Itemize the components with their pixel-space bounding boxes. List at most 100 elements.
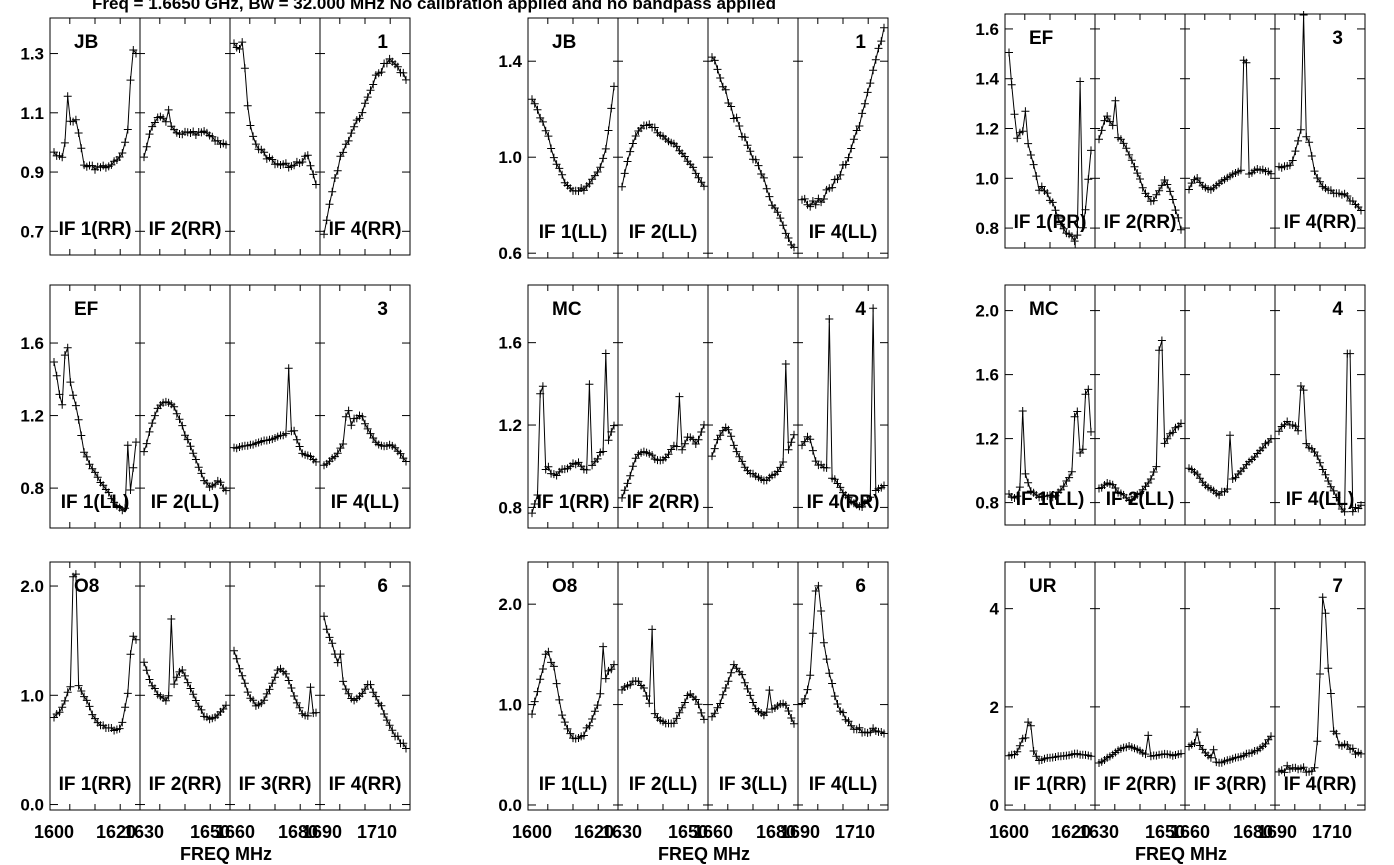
- y-tick-label: 0.8: [498, 498, 522, 517]
- antenna-label: 3: [377, 299, 388, 320]
- series-markers: [140, 615, 230, 724]
- series-markers: [798, 304, 888, 511]
- station-label: O8: [552, 576, 577, 597]
- series-markers: [1275, 11, 1365, 215]
- page-title: Freq = 1.6650 GHz, Bw = 32.000 MHz No ca…: [92, 0, 776, 13]
- series-markers: [1005, 718, 1095, 765]
- if-label: IF 3(RR): [1194, 774, 1267, 795]
- series-line: [711, 363, 795, 482]
- y-tick-label: 1.0: [20, 686, 44, 705]
- panel-ur-3: 0 2 4 UR 7 IF 1(RR) IF 2(RR) IF 3(RR) IF 4(RR): [990, 561, 1366, 815]
- x-tick-label: 1690: [1257, 822, 1297, 842]
- panel-mc-2: 0.8 1.2 1.6 MC 4 IF 1(RR) IF 2(RR) IF 4(RR): [498, 284, 889, 529]
- series-line: [53, 347, 137, 511]
- antenna-label: 7: [1332, 576, 1343, 597]
- x-tick-label: 1710: [1312, 822, 1352, 842]
- x-tick-label: 1710: [357, 822, 397, 842]
- if-label: IF 4(LL): [331, 492, 400, 513]
- y-tick-label: 0: [990, 796, 999, 815]
- series-line: [323, 58, 407, 235]
- if-label: IF 2(RR): [1104, 774, 1177, 795]
- y-tick-label: 1.2: [20, 407, 44, 426]
- y-tick-label: 1.2: [975, 430, 999, 449]
- if-label: IF 2(LL): [1106, 489, 1175, 510]
- series-line: [1098, 340, 1182, 502]
- if-label: IF 1(RR): [59, 774, 132, 795]
- antenna-label: 1: [855, 32, 866, 53]
- series-markers: [320, 54, 410, 239]
- if-label: IF 3(LL): [719, 774, 788, 795]
- series-line: [621, 629, 705, 725]
- y-tick-label: 0.8: [975, 219, 999, 238]
- series-markers: [1095, 731, 1185, 767]
- if-label: IF 2(LL): [629, 222, 698, 243]
- series-markers: [230, 646, 320, 720]
- station-label: MC: [1029, 299, 1059, 320]
- x-tick-label: 1600: [512, 822, 552, 842]
- if-label: IF 1(RR): [537, 492, 610, 513]
- x-tick-label: 1710: [835, 822, 875, 842]
- series-line: [1008, 387, 1092, 499]
- y-tick-label: 0.7: [20, 222, 44, 241]
- x-tick-label: 1690: [302, 822, 342, 842]
- if-label: IF 4(LL): [809, 774, 878, 795]
- if-label: IF 4(LL): [1286, 489, 1355, 510]
- y-tick-label: 4: [990, 600, 1000, 619]
- if-label: IF 4(RR): [1284, 774, 1357, 795]
- if-label: IF 2(RR): [1104, 212, 1177, 233]
- series-markers: [528, 349, 618, 518]
- y-tick-label: 0.8: [20, 479, 44, 498]
- x-tick-label: 1680: [756, 822, 796, 842]
- antenna-label: 4: [1332, 299, 1343, 320]
- series-line: [53, 48, 137, 171]
- if-label: IF 4(RR): [329, 774, 402, 795]
- if-label: IF 2(RR): [149, 219, 222, 240]
- x-tick-label: 1650: [190, 822, 230, 842]
- if-label: IF 1(LL): [539, 774, 608, 795]
- if-label: IF 1(RR): [1014, 774, 1087, 795]
- y-tick-label: 0.9: [20, 163, 44, 182]
- series-markers: [708, 360, 798, 485]
- series-line: [711, 663, 795, 725]
- y-tick-label: 1.0: [498, 696, 522, 715]
- series-markers: [140, 105, 230, 162]
- series-markers: [708, 53, 798, 252]
- if-label: IF 4(LL): [809, 222, 878, 243]
- series-line: [143, 618, 227, 720]
- series-markers: [1095, 336, 1185, 505]
- y-tick-label: 2: [990, 698, 999, 717]
- x-tick-label: 1660: [693, 822, 733, 842]
- if-label: IF 1(RR): [59, 219, 132, 240]
- y-tick-label: 2.0: [498, 595, 522, 614]
- series-markers: [320, 406, 410, 470]
- series-line: [1098, 100, 1182, 230]
- station-label: EF: [74, 299, 98, 320]
- series-markers: [618, 120, 708, 191]
- x-axis-label: FREQ MHz: [180, 844, 272, 864]
- station-label: MC: [552, 299, 582, 320]
- series-markers: [1005, 48, 1095, 246]
- series-markers: [1185, 728, 1275, 767]
- if-label: IF 1(RR): [1014, 212, 1087, 233]
- y-tick-label: 0.0: [20, 796, 44, 815]
- y-tick-label: 1.1: [20, 104, 44, 123]
- series-line: [531, 646, 615, 740]
- y-tick-label: 1.2: [498, 416, 522, 435]
- series-markers: [230, 364, 320, 466]
- x-tick-label: 1600: [34, 822, 74, 842]
- antenna-label: 3: [1332, 28, 1343, 49]
- series-markers: [618, 625, 708, 728]
- series-markers: [528, 642, 618, 743]
- y-tick-label: 1.2: [975, 120, 999, 139]
- y-tick-label: 1.4: [975, 70, 999, 89]
- series-line: [323, 616, 407, 749]
- series-markers: [1185, 431, 1275, 500]
- antenna-label: 6: [377, 576, 388, 597]
- y-tick-label: 1.0: [975, 169, 999, 188]
- panel-jb-1: 0.7 0.9 1.1 1.3 JB 1 IF 1(RR) IF 2(RR) IF 4(RR): [20, 17, 411, 256]
- y-tick-label: 0.6: [498, 244, 522, 263]
- y-tick-label: 0.0: [498, 796, 522, 815]
- x-tick-label: 1620: [96, 822, 136, 842]
- series-line: [531, 353, 615, 514]
- series-markers: [1185, 56, 1275, 194]
